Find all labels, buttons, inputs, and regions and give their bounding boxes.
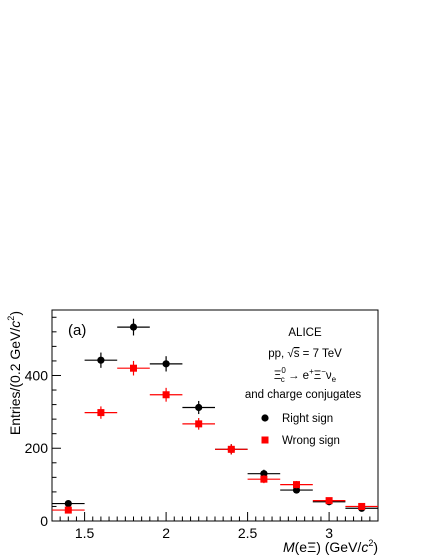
data-point [292, 486, 301, 494]
legend-label-wrong-sign: Wrong sign [282, 435, 340, 447]
y-axis-title: Entries/(0.2 GeV/c2) [6, 311, 23, 435]
x-axis-ticks [51, 512, 379, 521]
data-point [97, 356, 105, 364]
x-tick-label: 2.5 [238, 525, 258, 541]
y-tick-label: 0 [40, 513, 48, 529]
data-point [293, 481, 300, 489]
y-axis-tick-labels: 0 200 400 [25, 367, 49, 529]
legend: Right sign Wrong sign [261, 413, 340, 447]
data-point [162, 391, 170, 399]
annotation-charge-conjugates: and charge conjugates [245, 389, 362, 401]
y-tick-label: 200 [25, 440, 49, 456]
data-point [129, 323, 138, 331]
legend-entry-right-sign: Right sign [261, 413, 333, 425]
x-axis-tick-labels: 1.5 2 2.5 3 [75, 525, 333, 541]
annotation-decay-channel: Ξ0 c → e+Ξ−νe [274, 366, 337, 384]
legend-marker-wrong-sign [261, 436, 269, 444]
x-tick-label: 3 [325, 525, 333, 541]
data-point [227, 445, 235, 453]
x-tick-label: 2 [162, 525, 170, 541]
x-tick-label: 1.5 [75, 525, 95, 541]
annotation-collision-system: pp, √s = 7 TeV [268, 347, 342, 360]
data-point [162, 360, 170, 368]
data-point [64, 506, 72, 514]
panel-label: (a) [68, 322, 86, 339]
data-point [64, 499, 72, 508]
data-point [97, 409, 105, 417]
data-point [358, 502, 366, 510]
data-point [325, 497, 333, 505]
data-point [195, 420, 203, 428]
y-axis-ticks [52, 316, 61, 522]
annotation-alice: ALICE [288, 327, 322, 339]
data-point [195, 403, 203, 412]
legend-entry-wrong-sign: Wrong sign [261, 435, 340, 447]
data-point [130, 364, 137, 372]
data-point [260, 475, 268, 483]
data-series [52, 318, 378, 514]
x-axis-title: M(eΞ) (GeV/c2) [283, 538, 378, 555]
data-point [260, 470, 268, 478]
y-tick-label: 400 [25, 367, 49, 383]
legend-marker-right-sign [261, 414, 269, 422]
series-wrong-sign [52, 360, 378, 514]
legend-label-right-sign: Right sign [282, 413, 333, 425]
